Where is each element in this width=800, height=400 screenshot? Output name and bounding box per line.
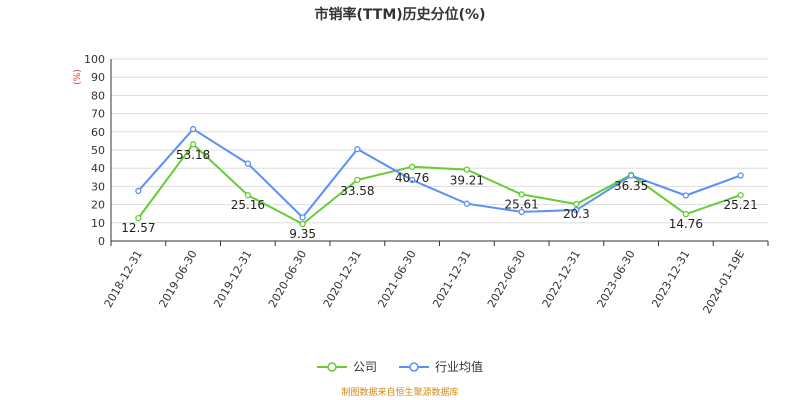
data-label: 40.76 (395, 171, 429, 185)
data-point-company (573, 200, 580, 208)
x-tick-label: 2021-12-31 (430, 248, 473, 310)
y-unit-label: (%) (73, 69, 83, 85)
x-tick-label: 2020-06-30 (266, 248, 309, 310)
data-point-company (682, 210, 690, 218)
data-point-industry (135, 187, 142, 195)
data-point-company (463, 166, 471, 173)
data-point-industry (299, 214, 306, 221)
y-tick-label: 70 (91, 108, 105, 121)
data-label: 25.61 (504, 197, 538, 211)
x-tick-label: 2021-06-30 (375, 248, 418, 310)
x-tick-label: 2019-06-30 (156, 248, 199, 310)
data-point-company (408, 163, 416, 170)
x-tick-label: 2023-06-30 (594, 248, 637, 310)
legend-company-marker-icon (316, 361, 347, 372)
data-point-company (518, 191, 525, 198)
data-label: 9.35 (289, 227, 316, 241)
legend-industry-label: 行业均值 (435, 360, 484, 374)
y-tick-label: 50 (91, 144, 105, 157)
legend-item-company[interactable]: 公司 (316, 358, 377, 375)
data-point-industry (573, 206, 580, 214)
data-point-industry (189, 125, 197, 133)
y-tick-label: 80 (91, 89, 105, 102)
x-tick-label: 2018-12-31 (102, 248, 145, 310)
data-point-industry (408, 176, 416, 184)
data-point-company (354, 176, 361, 184)
x-tick-label: 2022-06-30 (485, 248, 528, 310)
series-line-company (137, 142, 741, 226)
data-point-industry (354, 145, 361, 153)
y-tick-label: 90 (91, 71, 105, 84)
data-label: 20.3 (563, 207, 590, 221)
legend-company-label: 公司 (352, 360, 377, 374)
data-point-company (737, 191, 744, 199)
data-label: 36.35 (614, 179, 648, 193)
legend: 公司 行业均值 (0, 358, 800, 375)
x-tick-label: 2024-01-19E (701, 248, 748, 316)
x-tick-label: 2022-12-31 (540, 248, 583, 310)
legend-item-industry[interactable]: 行业均值 (399, 358, 483, 375)
data-point-industry (627, 172, 635, 179)
x-tick-label: 2023-12-31 (649, 248, 692, 310)
data-point-industry (518, 208, 525, 216)
x-tick-label: 2019-12-31 (211, 248, 254, 310)
data-label: 53.18 (176, 148, 210, 162)
series-line-industry (137, 127, 741, 219)
y-tick-label: 60 (91, 126, 105, 139)
y-tick-label: 0 (98, 235, 105, 248)
y-tick-label: 20 (91, 199, 105, 212)
y-tick-label: 100 (84, 53, 105, 66)
data-point-industry (682, 192, 690, 199)
data-point-industry (463, 200, 471, 207)
data-point-company (135, 214, 142, 222)
chart-title: 市销率(TTM)历史分位(%) (314, 7, 486, 23)
y-tick-label: 30 (91, 180, 105, 193)
data-labels: 12.57 53.18 25.16 9.35 33.58 40.76 39.21 25.61 2… (121, 148, 758, 241)
data-label: 33.58 (340, 184, 374, 198)
series-layer (135, 125, 744, 228)
data-label: 12.57 (121, 221, 155, 235)
data-label: 14.76 (669, 217, 703, 231)
data-label: 39.21 (450, 174, 484, 188)
y-tick-label: 10 (91, 217, 105, 230)
y-tick-label: 40 (91, 162, 105, 175)
x-tick-label: 2020-12-31 (321, 248, 364, 310)
data-point-industry (244, 160, 252, 167)
data-point-company (244, 192, 252, 199)
data-point-company (299, 220, 306, 228)
data-point-company (189, 141, 197, 148)
data-point-industry (737, 172, 744, 179)
data-label: 25.16 (231, 198, 265, 212)
legend-industry-marker-icon (399, 361, 429, 372)
data-label: 25.21 (723, 198, 757, 212)
source-note: 制图数据来自恒生聚源数据库 (341, 388, 459, 398)
